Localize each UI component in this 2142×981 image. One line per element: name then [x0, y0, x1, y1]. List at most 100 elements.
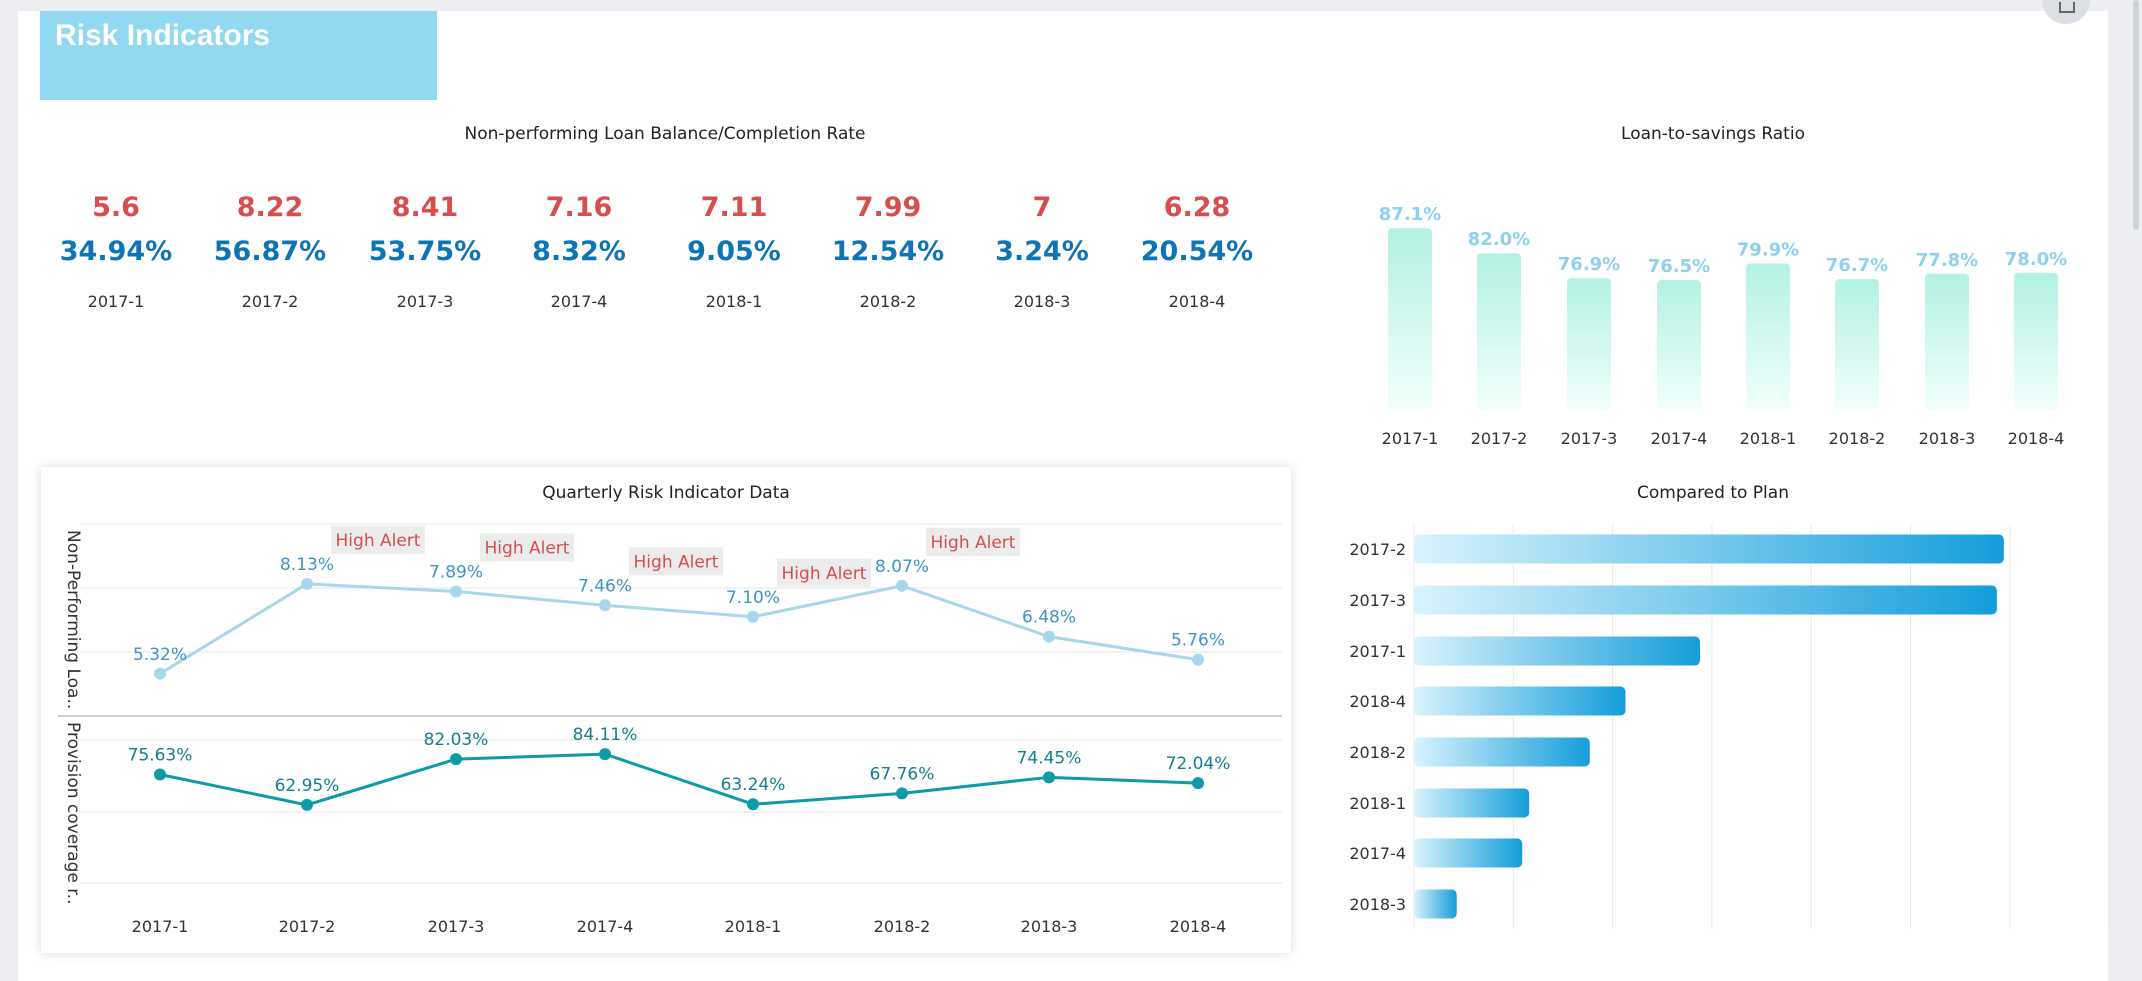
kpi-balance: 5.6: [92, 192, 140, 223]
ratio-bar-label: 82.0%: [1468, 229, 1530, 250]
data-point[interactable]: [301, 798, 313, 811]
ratio-bar[interactable]: [2014, 272, 2058, 410]
x-tick-label: 2018-3: [1919, 429, 1976, 448]
data-point[interactable]: [896, 579, 908, 592]
x-tick-label: 2017-1: [1382, 429, 1439, 448]
plan-bar[interactable]: [1414, 636, 1700, 666]
y-tick-label: 2017-3: [1349, 591, 1406, 610]
ratio-bar-label: 76.9%: [1558, 254, 1620, 275]
data-label: 63.24%: [721, 775, 786, 795]
kpi-period: 2018-4: [1168, 292, 1226, 311]
ratio-bar[interactable]: [1657, 280, 1701, 410]
data-label: 72.04%: [1166, 754, 1231, 774]
data-point[interactable]: [450, 753, 462, 766]
data-label: 6.48%: [1022, 608, 1076, 628]
kpi-rate: 12.54%: [831, 236, 945, 267]
plan-bar[interactable]: [1414, 838, 1523, 868]
data-label: 74.45%: [1017, 748, 1082, 768]
y-tick-label: 2017-4: [1349, 844, 1406, 863]
alert-badge: [331, 525, 425, 554]
data-label: 7.46%: [578, 576, 632, 596]
data-point[interactable]: [450, 585, 462, 598]
kpi-balance: 6.28: [1163, 192, 1231, 223]
data-point[interactable]: [154, 768, 166, 781]
y-tick-label: 2018-2: [1349, 743, 1406, 762]
data-label: 84.11%: [573, 725, 638, 745]
x-tick-label: 2017-2: [279, 917, 336, 936]
plan-bar[interactable]: [1414, 788, 1530, 818]
kpi-balance: 8.22: [236, 192, 304, 223]
kpi-title: Non-performing Loan Balance/Completion R…: [464, 124, 866, 144]
ratio-bar-label: 77.8%: [1916, 250, 1978, 271]
x-tick-label: 2018-3: [1021, 917, 1078, 936]
alert-text: High Alert: [634, 552, 719, 572]
kpi-rate: 9.05%: [687, 236, 781, 267]
x-tick-label: 2018-1: [1740, 429, 1797, 448]
ratio-bar[interactable]: [1567, 278, 1611, 410]
kpi-period: 2017-1: [87, 292, 145, 311]
loan-to-savings-chart: 87.1% 2017-1 82.0% 2017-2 76.9% 2017-3 76.5% 20…: [1379, 204, 2067, 448]
kpi-period: 2017-4: [550, 292, 608, 311]
kpi-period: 2017-2: [241, 292, 299, 311]
kpi-balance: 7.16: [545, 192, 613, 223]
ratio-bar[interactable]: [1388, 228, 1432, 410]
x-tick-label: 2018-2: [874, 917, 931, 936]
data-point[interactable]: [1192, 653, 1204, 666]
data-point[interactable]: [1043, 630, 1055, 643]
ratio-bar[interactable]: [1925, 273, 1969, 410]
data-label: 8.13%: [280, 555, 334, 575]
data-point[interactable]: [599, 599, 611, 612]
ratio-bar-label: 87.1%: [1379, 204, 1441, 225]
kpi-period: 2018-2: [859, 292, 917, 311]
kpi-rate: 8.32%: [532, 236, 626, 267]
series-line: [159, 752, 1199, 807]
plan-bar[interactable]: [1414, 686, 1626, 716]
data-point[interactable]: [154, 667, 166, 680]
plan-bar[interactable]: [1414, 534, 2004, 564]
kpi-period: 2017-3: [396, 292, 454, 311]
kpi-balance: 7: [1032, 192, 1052, 223]
data-label: 5.32%: [133, 645, 187, 665]
ratio-bar[interactable]: [1477, 253, 1521, 410]
y-axis-label-provision: Provision coverage r..: [63, 722, 83, 904]
data-point[interactable]: [747, 610, 759, 623]
data-label: 7.89%: [429, 563, 483, 583]
alert-badge: [926, 527, 1020, 556]
data-point[interactable]: [599, 748, 611, 761]
ratio-bar-label: 76.7%: [1826, 255, 1888, 276]
alert-text: High Alert: [931, 533, 1016, 553]
y-tick-label: 2017-2: [1349, 540, 1406, 559]
plan-bar[interactable]: [1414, 737, 1590, 767]
alert-badge: [480, 533, 574, 562]
kpi-period: 2018-1: [705, 292, 763, 311]
plan-bar[interactable]: [1414, 585, 1997, 615]
data-point[interactable]: [896, 787, 908, 800]
y-axis-label-npl: Non-Performing Loa..: [63, 530, 83, 709]
kpi-period: 2018-3: [1013, 292, 1071, 311]
page-title-banner: Risk Indicators: [40, 11, 437, 100]
alert-text: High Alert: [485, 539, 570, 559]
x-tick-label: 2018-4: [2008, 429, 2065, 448]
compared-to-plan-title: Compared to Plan: [1637, 483, 1789, 503]
ratio-bar-label: 78.0%: [2005, 249, 2067, 270]
plan-bar[interactable]: [1414, 889, 1457, 919]
x-tick-label: 2017-4: [577, 917, 634, 936]
ratio-bar[interactable]: [1746, 263, 1790, 410]
x-tick-label: 2017-3: [428, 917, 485, 936]
data-label: 62.95%: [275, 776, 340, 796]
x-tick-label: 2017-2: [1471, 429, 1528, 448]
quarterly-risk-chart: Non-Performing Loa.. Provision coverage r…: [58, 523, 1282, 936]
x-tick-label: 2017-4: [1651, 429, 1708, 448]
data-point[interactable]: [1192, 777, 1204, 790]
x-tick-label: 2018-4: [1170, 917, 1227, 936]
y-tick-label: 2017-1: [1349, 642, 1406, 661]
data-point[interactable]: [301, 577, 313, 590]
data-point[interactable]: [747, 798, 759, 811]
scrollbar[interactable]: [2133, 0, 2139, 230]
ratio-bar-label: 79.9%: [1737, 239, 1799, 260]
page-title: Risk Indicators: [55, 19, 271, 52]
export-icon: [2059, 2, 2075, 13]
data-point[interactable]: [1043, 771, 1055, 784]
alert-badge: [777, 558, 871, 587]
ratio-bar[interactable]: [1835, 279, 1879, 410]
